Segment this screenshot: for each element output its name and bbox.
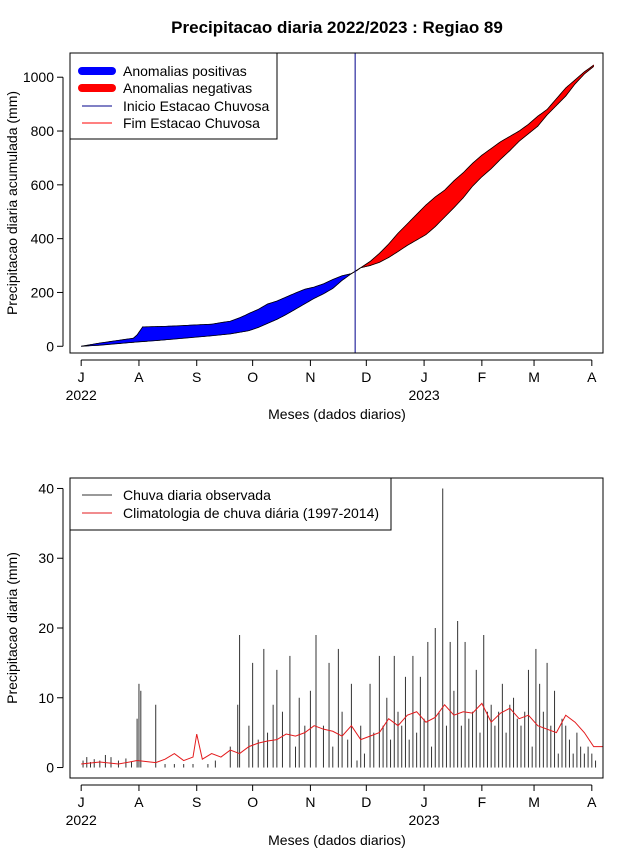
bottom-y-tick-label: 30 (38, 550, 54, 566)
bottom-x-tick-label: A (134, 794, 144, 810)
top-y-tick-label: 400 (31, 231, 55, 247)
legend-label-observed: Chuva diaria observada (123, 487, 271, 503)
bottom-x-tick-label: M (528, 794, 540, 810)
top-x-tick-label: M (528, 369, 540, 385)
bottom-x-tick-label: N (305, 794, 315, 810)
top-legend: Anomalias positivas Anomalias negativas … (70, 53, 277, 139)
bottom-year-label: 2022 (66, 812, 97, 828)
bottom-x-tick-label: J (78, 794, 85, 810)
bottom-y-tick-label: 20 (38, 620, 54, 636)
top-y-tick-label: 800 (31, 123, 55, 139)
bottom-x-tick-label: S (192, 794, 201, 810)
bottom-legend-box (70, 478, 391, 530)
legend-label-end: Fim Estacao Chuvosa (123, 115, 260, 131)
top-x-tick-label: O (247, 369, 258, 385)
bottom-y-tick-label: 0 (46, 760, 54, 776)
top-year-label: 2023 (409, 387, 440, 403)
top-x-axis-label: Meses (dados diarios) (268, 406, 406, 422)
bottom-x-tick-label: O (247, 794, 258, 810)
legend-label-climatology: Climatologia de chuva diária (1997-2014) (123, 505, 379, 521)
bottom-x-axis-label: Meses (dados diarios) (268, 832, 406, 848)
top-x-tick-label: N (305, 369, 315, 385)
bottom-legend: Chuva diaria observada Climatologia de c… (70, 478, 391, 530)
top-y-tick-label: 200 (31, 284, 55, 300)
bottom-x-tick-label: D (361, 794, 371, 810)
bottom-year-label: 2023 (409, 812, 440, 828)
top-y-axis-label: Precipitacao diaria acumulada (mm) (4, 91, 20, 315)
figure-title: Precipitacao diaria 2022/2023 : Regiao 8… (171, 18, 503, 37)
top-x-tick-label: F (478, 369, 487, 385)
bottom-y-axis-label: Precipitacao diaria (mm) (4, 552, 20, 704)
top-x-tick-label: J (78, 369, 85, 385)
bottom-x-tick-label: A (587, 794, 597, 810)
bottom-x-tick-label: J (421, 794, 428, 810)
top-y-tick-label: 0 (46, 338, 54, 354)
top-year-label: 2022 (66, 387, 97, 403)
top-x-tick-label: J (421, 369, 428, 385)
legend-label-negative: Anomalias negativas (123, 80, 252, 96)
top-x-tick-label: D (361, 369, 371, 385)
bottom-y-tick-label: 10 (38, 690, 54, 706)
legend-label-start: Inicio Estacao Chuvosa (123, 98, 270, 114)
top-x-tick-label: S (192, 369, 201, 385)
top-x-tick-label: A (587, 369, 597, 385)
top-y-tick-label: 600 (31, 177, 55, 193)
bottom-x-tick-label: F (478, 794, 487, 810)
bottom-y-tick-label: 40 (38, 480, 54, 496)
top-y-tick-label: 1000 (23, 69, 54, 85)
top-x-tick-label: A (134, 369, 144, 385)
legend-label-positive: Anomalias positivas (123, 63, 247, 79)
